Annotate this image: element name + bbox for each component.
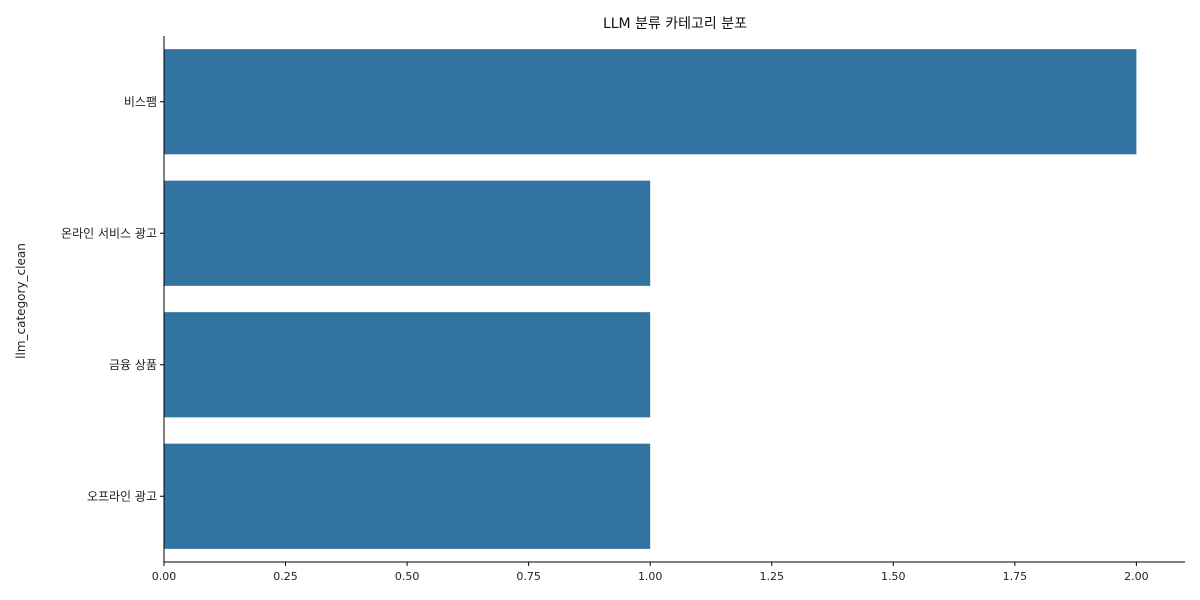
bars-layer xyxy=(164,49,1137,549)
bar-3 xyxy=(164,443,651,549)
y-tick-label-2: 금융 상품 xyxy=(109,358,157,372)
bar-0 xyxy=(164,49,1137,155)
y-tick-label-0: 비스팸 xyxy=(124,95,157,109)
chart-title: LLM 분류 카테고리 분포 xyxy=(603,16,747,32)
bar-1 xyxy=(164,180,651,286)
x-tick-label-3: 0.75 xyxy=(516,570,541,583)
x-tick-label-0: 0.00 xyxy=(152,570,177,583)
x-tick-label-2: 0.50 xyxy=(395,570,420,583)
y-axis-title: llm_category_clean xyxy=(14,243,28,359)
bar-2 xyxy=(164,312,651,418)
y-tick-label-3: 오프라인 광고 xyxy=(87,489,157,503)
x-tick-label-6: 1.50 xyxy=(881,570,906,583)
x-tick-label-8: 2.00 xyxy=(1124,570,1149,583)
x-tick-label-1: 0.25 xyxy=(273,570,298,583)
x-tick-label-4: 1.00 xyxy=(638,570,663,583)
y-tick-label-1: 온라인 서비스 광고 xyxy=(61,226,157,240)
x-tick-label-7: 1.75 xyxy=(1003,570,1028,583)
x-tick-label-5: 1.25 xyxy=(759,570,784,583)
